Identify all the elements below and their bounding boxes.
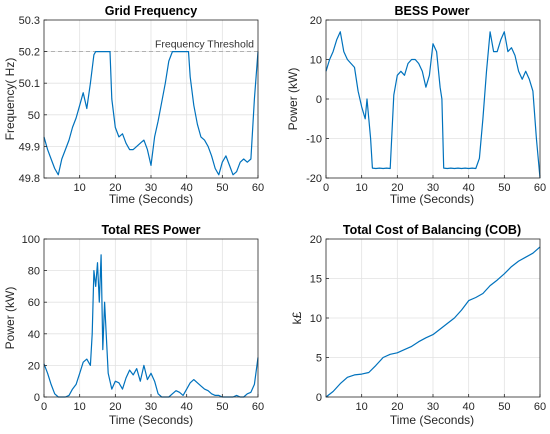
- y-tick-label: 40: [28, 329, 40, 341]
- x-tick-label: 40: [463, 182, 475, 194]
- x-tick-label: 40: [181, 401, 193, 413]
- y-tick-label: 50.3: [19, 15, 40, 27]
- x-tick-label: 50: [216, 401, 228, 413]
- total-res-power-panel: Total RES Power 0 10 20 30 40 50 60 0 20 40 60 80 10…: [3, 223, 264, 427]
- bess-power-panel: BESS Power 0 10 20 30 40 50 60 -20 -10 0 10 20 Time…: [286, 4, 546, 206]
- series-line: [325, 246, 541, 398]
- y-tick-label: 20: [310, 15, 322, 27]
- x-tick-label: 30: [427, 401, 439, 413]
- plot-area: Frequency Threshold 10 20 30 40 50 60 49.8 49.9 5…: [19, 15, 265, 194]
- plot-area: 0 10 20 30 40 50 60 0 20 40 60 80 100: [22, 234, 264, 413]
- y-tick-label: -10: [306, 134, 322, 146]
- x-axis-label: Time (Seconds): [109, 192, 193, 206]
- chart-title: Grid Frequency: [105, 4, 197, 18]
- y-tick-label: 20: [28, 360, 40, 372]
- x-tick-label: 20: [109, 401, 121, 413]
- x-tick-label: 60: [534, 182, 546, 194]
- y-axis-label: Power (kW): [3, 287, 17, 350]
- x-tick-label: 20: [391, 401, 403, 413]
- y-tick-label: 50.2: [19, 47, 40, 59]
- y-tick-label: 15: [310, 274, 322, 286]
- y-tick-label: 10: [310, 313, 322, 325]
- x-tick-label: 10: [356, 182, 368, 194]
- y-tick-label: 0: [316, 94, 322, 106]
- x-tick-label: 50: [216, 182, 228, 194]
- y-tick-label: 20: [310, 234, 322, 246]
- x-axis-label: Time (Seconds): [390, 413, 474, 427]
- x-tick-label: 10: [74, 182, 86, 194]
- x-tick-label: 10: [74, 401, 86, 413]
- x-axis-label: Time (Seconds): [390, 192, 474, 206]
- series-line: [43, 51, 259, 176]
- x-axis-label: Time (Seconds): [109, 413, 193, 427]
- chart-title: Total Cost of Balancing (COB): [343, 223, 521, 237]
- y-tick-label: 80: [28, 266, 40, 278]
- y-tick-label: 10: [310, 55, 322, 67]
- x-tick-label: 60: [534, 401, 546, 413]
- x-tick-label: 60: [252, 182, 264, 194]
- y-axis-label: Power (kW): [286, 68, 300, 131]
- y-tick-label: -20: [306, 173, 322, 185]
- x-tick-label: 50: [498, 182, 510, 194]
- plot-area: 10 20 30 40 50 60 0 5 10 15 20: [310, 234, 546, 413]
- y-tick-label: 50.1: [19, 78, 40, 90]
- x-tick-label: 30: [145, 401, 157, 413]
- y-axis-label: Frequency( Hz): [3, 58, 17, 141]
- x-tick-label: 60: [252, 401, 264, 413]
- y-tick-label: 50: [28, 110, 40, 122]
- total-cost-of-balancing-panel: Total Cost of Balancing (COB) 10 20 30 40 50…: [290, 223, 546, 427]
- x-tick-label: 10: [356, 401, 368, 413]
- chart-title: BESS Power: [394, 4, 469, 18]
- x-tick-label: 0: [323, 182, 329, 194]
- x-tick-label: 30: [427, 182, 439, 194]
- x-tick-label: 30: [145, 182, 157, 194]
- plot-area: 0 10 20 30 40 50 60 -20 -10 0 10 20: [306, 15, 546, 194]
- x-tick-label: 40: [181, 182, 193, 194]
- x-tick-label: 40: [463, 401, 475, 413]
- grid-frequency-panel: Grid Frequency Frequency Threshold 10 20 30…: [3, 4, 264, 206]
- y-tick-label: 5: [316, 353, 322, 365]
- y-tick-label: 60: [28, 297, 40, 309]
- y-axis-label: k£: [290, 311, 304, 324]
- y-tick-label: 100: [22, 234, 40, 246]
- y-tick-label: 49.8: [19, 173, 40, 185]
- series-line: [325, 31, 541, 179]
- x-tick-label: 50: [498, 401, 510, 413]
- chart-title: Total RES Power: [101, 223, 200, 237]
- threshold-annotation: Frequency Threshold: [155, 39, 254, 51]
- x-tick-label: 20: [391, 182, 403, 194]
- x-tick-label: 20: [109, 182, 121, 194]
- y-tick-label: 0: [316, 392, 322, 404]
- series-line: [43, 254, 259, 398]
- x-tick-label: 0: [41, 401, 47, 413]
- y-tick-label: 0: [34, 392, 40, 404]
- y-tick-label: 49.9: [19, 141, 40, 153]
